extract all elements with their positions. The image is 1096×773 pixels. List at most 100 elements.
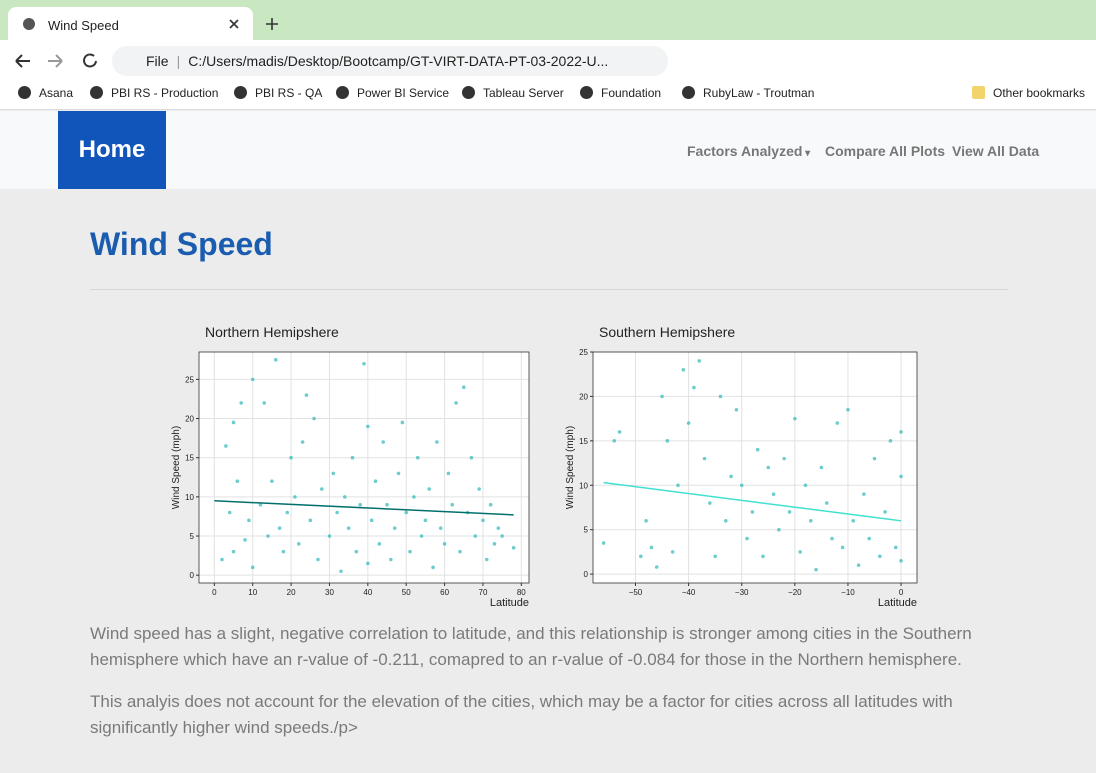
data-point: [412, 495, 416, 499]
tab-icon: [23, 18, 35, 30]
data-point: [415, 455, 420, 460]
data-point: [702, 456, 707, 461]
data-point: [713, 554, 717, 559]
data-point: [660, 394, 664, 399]
data-point: [739, 483, 744, 488]
other-bookmarks[interactable]: Other bookmarks: [972, 86, 1085, 100]
data-point: [893, 545, 898, 550]
data-point: [878, 554, 882, 559]
data-point: [220, 557, 224, 562]
nav-link[interactable]: View All Data: [952, 143, 1039, 159]
tab[interactable]: Wind Speed: [8, 7, 253, 40]
bookmark[interactable]: RubyLaw - Troutman: [682, 86, 814, 100]
data-point: [649, 545, 654, 550]
data-point: [396, 471, 401, 476]
x-tick-label: 0: [899, 588, 904, 597]
data-point: [846, 407, 850, 412]
data-point: [840, 545, 845, 550]
data-point: [319, 487, 324, 491]
x-tick-label: −40: [682, 588, 696, 597]
address-row: File | C:/Users/madis/Desktop/Bootcamp/GT-…: [0, 40, 1096, 80]
plot-frame: [198, 351, 530, 584]
data-point: [477, 487, 481, 491]
regression-line: [214, 500, 514, 516]
data-point: [277, 526, 282, 530]
y-axis-label: Wind Speed (mph): [171, 426, 182, 509]
data-point: [224, 444, 228, 448]
bookmark[interactable]: Tableau Server: [462, 86, 564, 100]
chart-title: Southern Hemipshere: [599, 324, 735, 340]
x-tick-label: 80: [517, 588, 526, 597]
data-point: [293, 495, 297, 499]
bookmark-label: Tableau Server: [483, 86, 564, 100]
paragraph: This analyis does not account for the el…: [90, 692, 953, 737]
data-point: [312, 416, 316, 421]
y-tick-label: 20: [579, 392, 588, 401]
data-point: [346, 526, 351, 530]
nav-buttons[interactable]: [14, 52, 104, 70]
bookmark-label: RubyLaw - Troutman: [703, 86, 815, 100]
data-point: [511, 545, 516, 550]
y-tick-label: 25: [579, 348, 588, 357]
data-point: [500, 534, 504, 538]
data-point: [723, 519, 728, 523]
data-point: [888, 439, 893, 443]
x-tick-label: 60: [440, 588, 449, 597]
x-tick-label: 10: [248, 588, 257, 597]
y-tick-label: 15: [579, 437, 588, 446]
data-point: [285, 510, 290, 515]
data-point: [761, 554, 765, 559]
bookmark-label: Other bookmarks: [993, 86, 1086, 100]
data-point: [755, 447, 760, 452]
data-point: [304, 393, 309, 397]
y-tick-label: 15: [185, 454, 194, 463]
data-point: [354, 549, 359, 554]
data-point: [404, 510, 409, 515]
data-point: [856, 563, 861, 568]
data-point: [803, 483, 808, 488]
data-point: [389, 557, 393, 562]
data-point: [247, 518, 251, 523]
nav-link-label: View All Data: [952, 143, 1040, 159]
data-point: [450, 502, 455, 507]
bookmark[interactable]: Power BI Service: [336, 86, 449, 100]
bookmark-label: PBI RS - QA: [255, 86, 323, 100]
data-point: [273, 358, 278, 362]
data-point: [617, 430, 622, 434]
x-tick-label: 50: [402, 588, 411, 597]
address-scheme: File: [146, 53, 169, 69]
close-tab[interactable]: [228, 18, 240, 30]
nav-link[interactable]: Compare All Plots: [825, 143, 945, 159]
data-point: [366, 424, 370, 429]
data-point: [750, 510, 755, 514]
data-point: [835, 421, 840, 425]
data-point: [612, 439, 617, 443]
x-tick-label: −10: [841, 588, 855, 597]
data-point: [644, 519, 648, 523]
data-point: [899, 474, 903, 479]
new-tab[interactable]: [265, 17, 279, 31]
data-point: [484, 557, 489, 562]
data-point: [492, 542, 497, 546]
data-point: [862, 492, 866, 496]
nav-link-label: Factors Analyzed: [687, 143, 803, 159]
bookmark[interactable]: Foundation: [580, 86, 661, 100]
data-point: [369, 518, 374, 523]
bookmark-label: Power BI Service: [357, 86, 450, 100]
plot-frame: [592, 351, 918, 584]
x-tick-label: −20: [788, 588, 802, 597]
bookmark[interactable]: Asana: [18, 86, 73, 100]
bookmark[interactable]: PBI RS - QA: [234, 86, 322, 100]
data-point: [350, 455, 355, 460]
data-point: [331, 471, 336, 476]
bookmark[interactable]: PBI RS - Production: [90, 86, 218, 100]
bookmark-label: PBI RS - Production: [111, 86, 219, 100]
nav-link[interactable]: Factors Analyzed ▾: [687, 143, 811, 159]
data-point: [438, 526, 443, 530]
brand[interactable]: Home: [58, 111, 166, 189]
data-point: [442, 542, 447, 546]
data-point: [670, 550, 675, 554]
heading: Wind Speed: [90, 226, 273, 262]
y-tick-label: 5: [584, 526, 589, 535]
omnibox[interactable]: File | C:/Users/madis/Desktop/Bootcamp/GT-…: [112, 46, 668, 76]
